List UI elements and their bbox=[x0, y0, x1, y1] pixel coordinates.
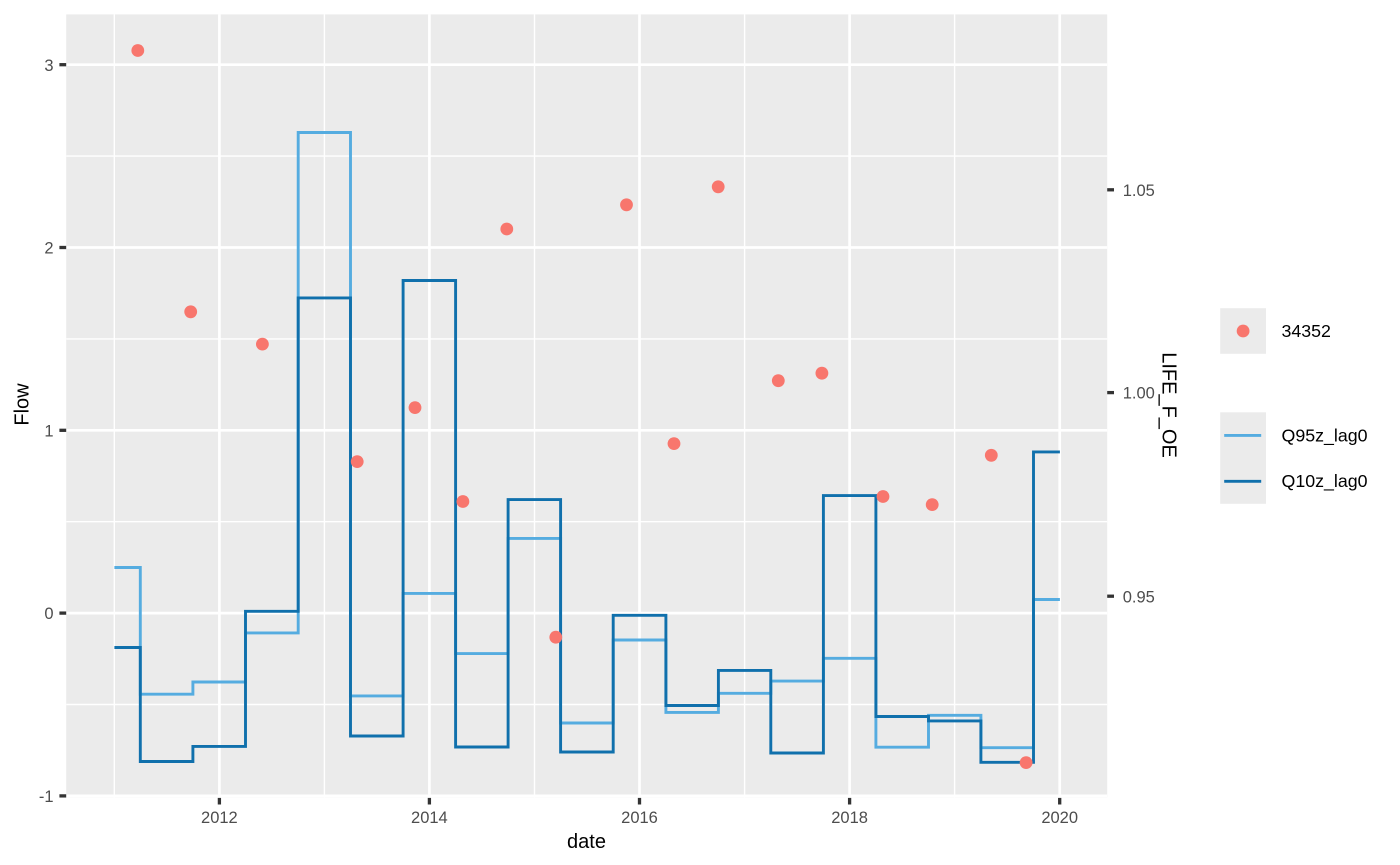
svg-text:-1: -1 bbox=[39, 788, 54, 806]
svg-text:Q10z_lag0: Q10z_lag0 bbox=[1282, 471, 1368, 492]
svg-text:2016: 2016 bbox=[621, 809, 658, 827]
svg-text:0: 0 bbox=[44, 605, 53, 623]
svg-text:LIFE_F_OE: LIFE_F_OE bbox=[1158, 352, 1180, 458]
svg-text:Flow: Flow bbox=[12, 383, 34, 426]
svg-text:0.95: 0.95 bbox=[1123, 588, 1155, 606]
svg-text:2014: 2014 bbox=[411, 809, 448, 827]
svg-text:2018: 2018 bbox=[831, 809, 868, 827]
svg-text:1: 1 bbox=[44, 422, 53, 440]
svg-text:date: date bbox=[567, 831, 606, 853]
svg-text:1.00: 1.00 bbox=[1123, 385, 1155, 403]
svg-text:Q95z_lag0: Q95z_lag0 bbox=[1282, 425, 1368, 446]
svg-text:2012: 2012 bbox=[201, 809, 238, 827]
svg-text:34352: 34352 bbox=[1282, 321, 1331, 341]
svg-text:3: 3 bbox=[44, 57, 53, 75]
svg-text:2: 2 bbox=[44, 240, 53, 258]
svg-text:1.05: 1.05 bbox=[1123, 182, 1155, 200]
svg-text:2020: 2020 bbox=[1041, 809, 1078, 827]
